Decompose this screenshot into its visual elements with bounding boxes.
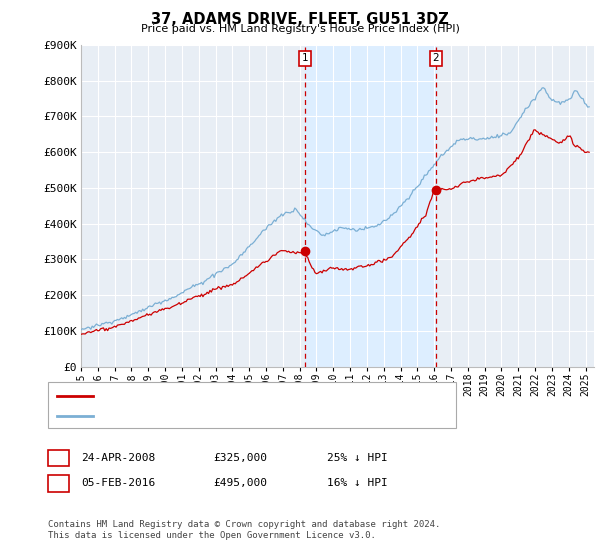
Text: 24-APR-2008: 24-APR-2008 [81,453,155,463]
Text: HPI: Average price, detached house, Hart: HPI: Average price, detached house, Hart [99,410,349,421]
Bar [305,45,436,367]
Text: 1: 1 [55,453,62,463]
Text: 37, ADAMS DRIVE, FLEET, GU51 3DZ: 37, ADAMS DRIVE, FLEET, GU51 3DZ [151,12,449,27]
Text: 1: 1 [301,53,308,63]
Text: 37, ADAMS DRIVE, FLEET, GU51 3DZ (detached house): 37, ADAMS DRIVE, FLEET, GU51 3DZ (detach… [99,391,405,402]
Text: 2: 2 [433,53,439,63]
Text: 16% ↓ HPI: 16% ↓ HPI [327,478,388,488]
Text: Price paid vs. HM Land Registry's House Price Index (HPI): Price paid vs. HM Land Registry's House … [140,24,460,34]
Text: £325,000: £325,000 [213,453,267,463]
Text: 2: 2 [55,478,62,488]
Text: Contains HM Land Registry data © Crown copyright and database right 2024.
This d: Contains HM Land Registry data © Crown c… [48,520,440,540]
Text: 25% ↓ HPI: 25% ↓ HPI [327,453,388,463]
Text: 05-FEB-2016: 05-FEB-2016 [81,478,155,488]
Text: £495,000: £495,000 [213,478,267,488]
